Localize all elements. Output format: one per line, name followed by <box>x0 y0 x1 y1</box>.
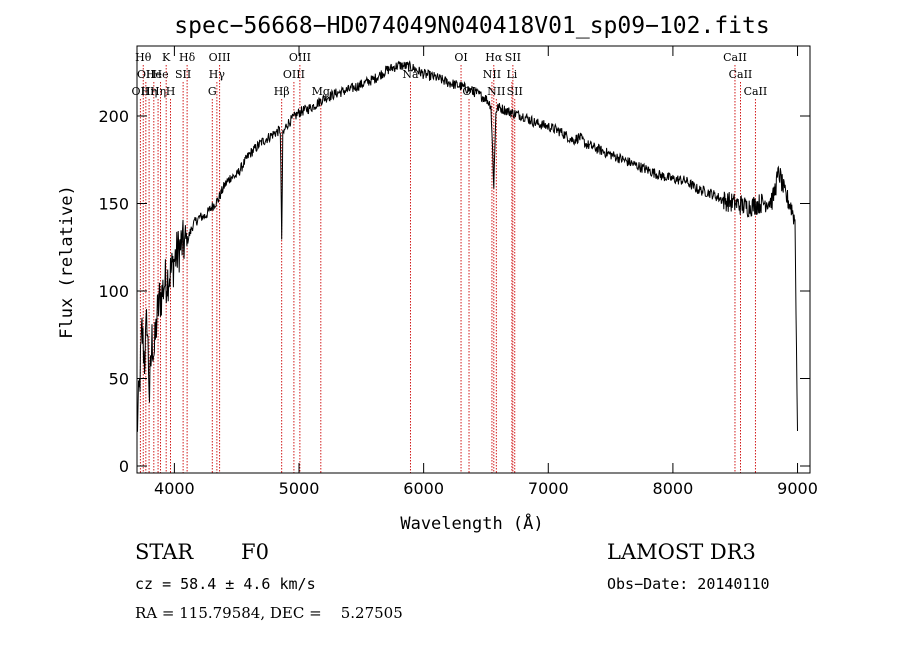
y-tick-label: 0 <box>119 457 129 476</box>
y-tick-label: 50 <box>109 370 129 389</box>
line-marker-label: Mg <box>312 85 330 98</box>
line-marker-group <box>139 65 756 473</box>
x-tick-label: 6000 <box>403 479 444 498</box>
y-axis-label: Flux (relative) <box>57 185 77 339</box>
chart-title: spec−56668−HD074049N040418V01_sp09−102.f… <box>174 13 769 39</box>
line-marker-label: NII <box>483 68 501 81</box>
line-marker-label: OIII <box>209 51 231 64</box>
line-marker-label: G <box>208 85 217 98</box>
line-marker-label: Hγ <box>209 68 226 81</box>
line-marker-label: SII <box>175 68 191 81</box>
line-marker-label: Hη <box>141 85 157 98</box>
line-marker-label: OIII <box>283 68 305 81</box>
x-axis: 4000 5000 6000 7000 8000 9000 <box>154 46 818 498</box>
x-tick-label: 7000 <box>528 479 569 498</box>
y-axis: 0 50 100 150 200 <box>98 107 810 476</box>
object-subclass: F0 <box>241 540 269 564</box>
line-marker-label: CaII <box>723 51 747 64</box>
line-marker-label: OI <box>454 51 467 64</box>
line-marker-label: CaII <box>729 68 753 81</box>
line-label-group: OIIHθOIIHηHeHηHeKHSIIHδGHγOIIIHβOIIIOIII… <box>132 51 768 98</box>
y-tick-label: 200 <box>98 107 129 126</box>
line-marker-label: OII <box>137 68 155 81</box>
line-marker-label: Hδ <box>179 51 196 64</box>
line-marker-label: Hβ <box>274 85 290 98</box>
y-tick-label: 150 <box>98 195 129 214</box>
line-marker-label: He <box>153 68 169 81</box>
x-tick-label: 4000 <box>154 479 195 498</box>
line-marker-label: Hα <box>485 51 503 64</box>
spectrum-line <box>136 60 798 432</box>
survey-name: LAMOST DR3 <box>607 540 756 564</box>
object-class: STAR <box>135 540 194 564</box>
observation-date: Obs−Date: 20140110 <box>607 575 770 593</box>
x-axis-label: Wavelength (Å) <box>400 512 543 534</box>
redshift-info: cz = 58.4 ± 4.6 km/s <box>135 575 316 593</box>
line-marker-label: OII <box>132 85 150 98</box>
x-tick-label: 5000 <box>279 479 320 498</box>
plot-frame <box>136 45 811 474</box>
line-marker-label: Li <box>506 68 517 81</box>
line-marker-label: K <box>162 51 171 64</box>
line-marker-label: Hη <box>150 85 166 98</box>
line-marker-label: OIII <box>289 51 311 64</box>
line-marker-label: SII <box>505 51 521 64</box>
line-marker-label: He <box>146 68 162 81</box>
x-tick-label: 8000 <box>653 479 694 498</box>
line-marker-label: NII <box>487 85 505 98</box>
line-marker-label: SII <box>507 85 523 98</box>
line-marker-label: H <box>166 85 176 98</box>
coordinates: RA = 115.79584, DEC = 5.27505 <box>135 604 403 622</box>
line-marker-label: CaII <box>744 85 768 98</box>
x-tick-label: 9000 <box>777 479 818 498</box>
line-marker-label: Hθ <box>135 51 152 64</box>
y-tick-label: 100 <box>98 282 129 301</box>
